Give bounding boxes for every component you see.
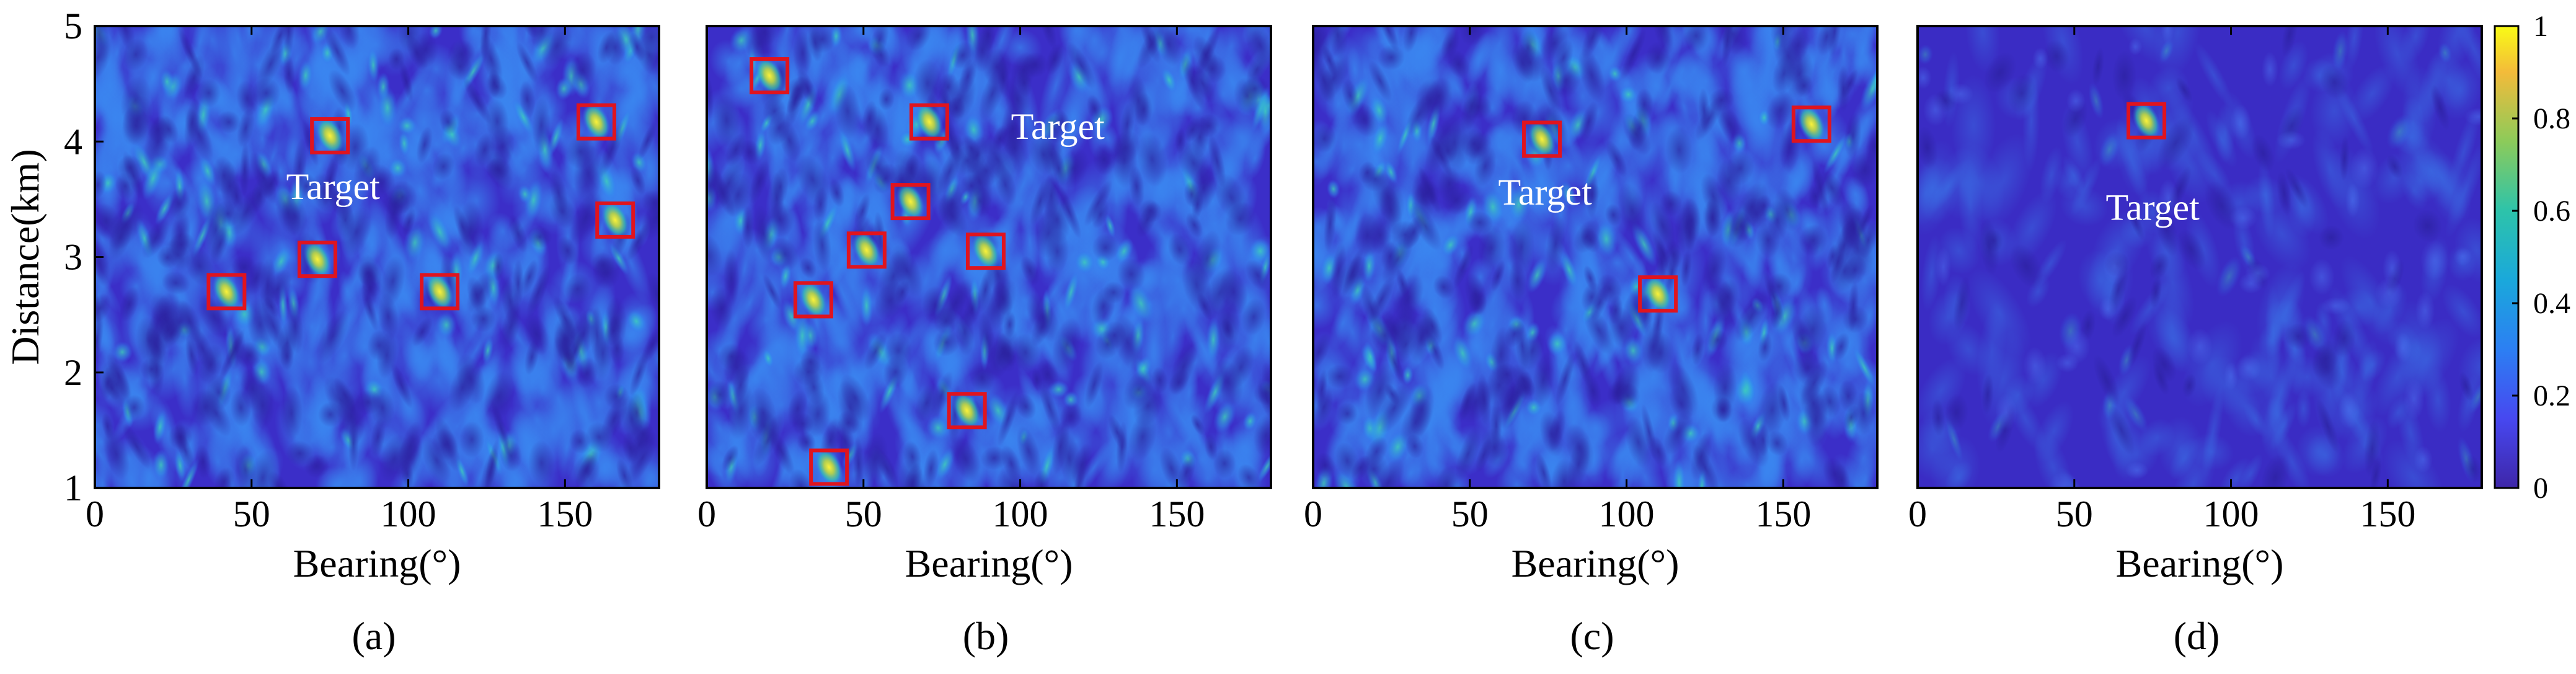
target-marker-box bbox=[2127, 102, 2167, 140]
peak-marker-box bbox=[595, 201, 635, 239]
peak-blob bbox=[1528, 120, 1556, 158]
heatmap-field bbox=[707, 26, 1271, 488]
heatmap-field bbox=[1313, 26, 1877, 488]
peak-marker-box bbox=[965, 233, 1006, 270]
colorbar-tick-label: 0.2 bbox=[2533, 379, 2570, 412]
x-tick-label: 150 bbox=[1149, 494, 1205, 534]
peak-marker-box bbox=[576, 103, 616, 141]
colorbar: 0 0.2 0.4 0.6 0.8 1 bbox=[2494, 10, 2570, 505]
peak-marker-box bbox=[846, 231, 887, 269]
peak-marker-box bbox=[420, 273, 460, 311]
peak-marker-box bbox=[297, 241, 337, 278]
y-tick-label: 2 bbox=[64, 352, 82, 393]
x-tick-label: 100 bbox=[381, 494, 436, 534]
x-tick-label: 150 bbox=[1755, 494, 1811, 534]
x-tick-label: 50 bbox=[2056, 494, 2093, 534]
heatmap-texture bbox=[707, 26, 1271, 488]
y-tick-label: 5 bbox=[64, 6, 82, 47]
y-tick-label: 1 bbox=[64, 468, 82, 508]
heatmap-texture bbox=[1313, 26, 1877, 488]
peak-marker-box bbox=[890, 183, 931, 221]
axes-frame bbox=[1916, 25, 2483, 489]
target-marker-box bbox=[310, 117, 350, 154]
x-tick-label: 100 bbox=[2203, 494, 2259, 534]
target-annotation: Target bbox=[286, 166, 381, 207]
target-marker-box bbox=[909, 103, 949, 141]
axes-frame bbox=[706, 25, 1272, 489]
peak-marker-box bbox=[1638, 275, 1678, 313]
x-tick-label: 0 bbox=[1908, 494, 1927, 534]
target-annotation: Target bbox=[1498, 172, 1592, 213]
x-tick-label: 50 bbox=[1451, 494, 1489, 534]
peak-blob bbox=[2132, 102, 2161, 140]
peak-blob bbox=[601, 201, 629, 239]
heatmap-field bbox=[1918, 26, 2482, 488]
x-axis-label: Bearing(°) bbox=[2116, 541, 2284, 585]
heatmap-panel: Target 0 50 100 150 Bearing(°) (c) bbox=[1304, 25, 1879, 658]
peak-blob bbox=[303, 241, 332, 278]
panel-label: (b) bbox=[963, 614, 1009, 658]
peak-blob bbox=[755, 56, 784, 95]
peak-marker-box bbox=[947, 392, 987, 430]
peak-blob bbox=[815, 448, 843, 486]
peak-blob bbox=[582, 103, 611, 141]
peak-marker-box bbox=[750, 57, 790, 95]
peak-blob bbox=[212, 273, 241, 311]
colorbar-gradient bbox=[2495, 26, 2518, 488]
colorbar-tick-label: 0 bbox=[2533, 472, 2548, 505]
peak-blob bbox=[1797, 105, 1826, 143]
peak-marker-box bbox=[206, 273, 247, 311]
peak-blob bbox=[799, 281, 828, 319]
peak-blob bbox=[316, 117, 344, 155]
heatmap-panel: Target 0 50 100 150 1 2 3 4 5 Bearing(°) Distance(k… bbox=[3, 6, 660, 658]
y-tick-label: 4 bbox=[64, 121, 82, 162]
x-axis-label: Bearing(°) bbox=[905, 541, 1073, 585]
y-axis-label: Distance(km) bbox=[3, 149, 47, 365]
x-tick-label: 50 bbox=[233, 494, 270, 534]
target-annotation: Target bbox=[2106, 187, 2200, 228]
peak-marker-box bbox=[809, 448, 849, 486]
x-tick-label: 100 bbox=[993, 494, 1048, 534]
heatmap-texture bbox=[1918, 26, 2482, 488]
x-tick-label: 0 bbox=[1304, 494, 1322, 534]
colorbar-tick-label: 0.8 bbox=[2533, 102, 2570, 135]
peak-blob bbox=[972, 232, 1000, 270]
x-axis-label: Bearing(°) bbox=[1512, 541, 1680, 585]
peak-marker-box bbox=[793, 281, 833, 319]
x-tick-label: 150 bbox=[2360, 494, 2415, 534]
colorbar-tick-label: 0.4 bbox=[2533, 287, 2570, 320]
x-tick-label: 0 bbox=[697, 494, 716, 534]
panel-label: (c) bbox=[1570, 614, 1614, 658]
peak-blob bbox=[425, 273, 454, 311]
x-tick-label: 150 bbox=[537, 494, 593, 534]
heatmap-field bbox=[95, 26, 659, 488]
x-axis-label: Bearing(°) bbox=[293, 541, 461, 585]
x-tick-label: 50 bbox=[845, 494, 882, 534]
peak-blob bbox=[1644, 275, 1672, 313]
peak-blob bbox=[915, 103, 944, 141]
colorbar-tick-label: 1 bbox=[2533, 10, 2548, 43]
peak-blob bbox=[896, 182, 925, 221]
target-annotation: Target bbox=[1011, 106, 1105, 147]
peak-blob bbox=[952, 392, 981, 430]
x-tick-label: 100 bbox=[1599, 494, 1655, 534]
heatmap-panel: Target 0 50 100 150 Bearing(°) (d) bbox=[1908, 25, 2483, 658]
panels: Target 0 50 100 150 1 2 3 4 5 Bearing(°) Distance(k… bbox=[3, 6, 2483, 658]
axes-frame bbox=[1312, 25, 1879, 489]
y-tick-label: 3 bbox=[64, 237, 82, 278]
colorbar-frame bbox=[2494, 25, 2520, 489]
heatmap-panel: Target 0 50 100 150 Bearing(°) (b) bbox=[697, 25, 1272, 658]
panel-label: (a) bbox=[352, 614, 396, 658]
target-marker-box bbox=[1522, 120, 1562, 158]
x-tick-label: 0 bbox=[86, 494, 104, 534]
peak-marker-box bbox=[1791, 105, 1831, 143]
peak-blob bbox=[852, 231, 881, 269]
colorbar-tick-label: 0.6 bbox=[2533, 195, 2570, 228]
heatmap-texture bbox=[95, 26, 659, 488]
panel-label: (d) bbox=[2174, 614, 2220, 658]
